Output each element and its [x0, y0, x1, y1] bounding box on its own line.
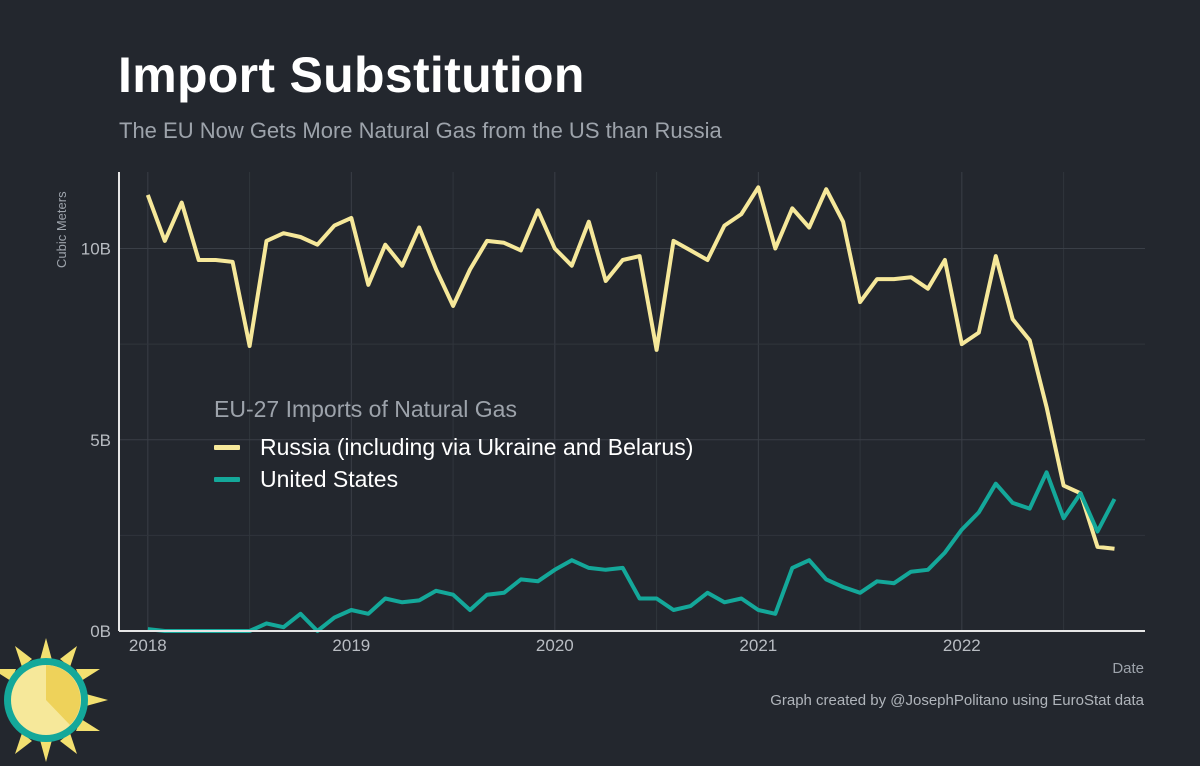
y-axis-label: Cubic Meters [54, 191, 69, 268]
legend-title: EU-27 Imports of Natural Gas [214, 396, 517, 422]
legend-item-russia: Russia (including via Ukraine and Belaru… [214, 431, 693, 463]
y-tick-label: 0B [90, 622, 111, 641]
legend-swatch-united-states [214, 476, 240, 482]
x-tick-label: 2019 [332, 636, 370, 655]
sun-logo-icon [0, 638, 108, 762]
source-caption: Graph created by @JosephPolitano using E… [770, 692, 1144, 709]
legend-label-russia: Russia (including via Ukraine and Belaru… [260, 433, 694, 460]
series-lines [145, 185, 1117, 633]
legend-swatch-russia [214, 444, 240, 450]
x-axis-label: Date [1112, 660, 1144, 677]
legend-label-united-states: United States [260, 465, 399, 492]
series-line-russia [145, 185, 1115, 551]
legend-item-united-states: United States [214, 463, 693, 495]
chart-title: Import Substitution [118, 47, 585, 103]
legend: EU-27 Imports of Natural Gas Russia (inc… [214, 396, 693, 495]
x-tick-label: 2018 [129, 636, 167, 655]
y-tick-label: 5B [90, 431, 111, 450]
x-tick-label: 2021 [739, 636, 777, 655]
x-tick-label: 2020 [536, 636, 574, 655]
axis-ticks: 2018 2019 2020 2021 2022 0B 5B 10B [81, 240, 981, 656]
chart-subtitle: The EU Now Gets More Natural Gas from th… [119, 118, 722, 143]
series-line-united-states [147, 470, 1117, 633]
y-tick-label: 10B [81, 240, 111, 259]
x-tick-label: 2022 [943, 636, 981, 655]
